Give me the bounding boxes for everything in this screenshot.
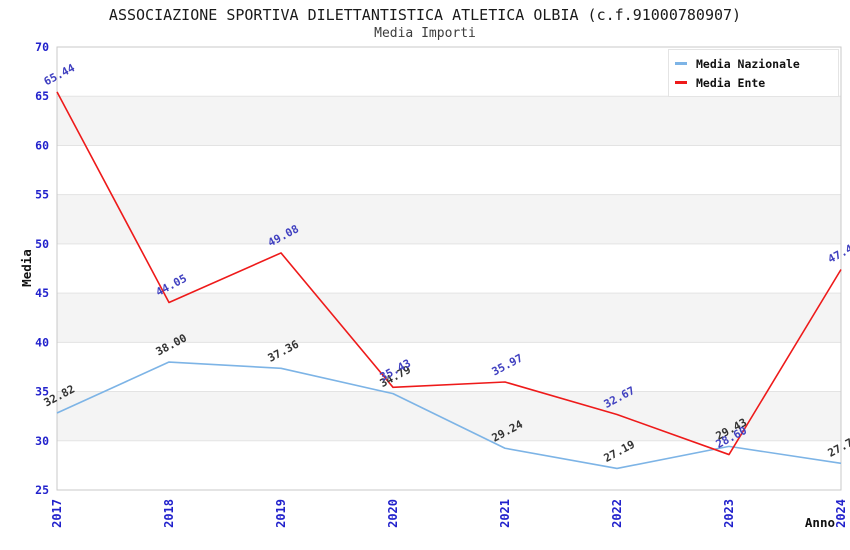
y-tick-label: 65 — [35, 89, 49, 103]
x-tick-label: 2021 — [498, 499, 512, 528]
y-tick-label: 60 — [35, 138, 49, 152]
y-tick-label: 35 — [35, 385, 49, 399]
x-tick-label: 2020 — [386, 499, 400, 528]
plot-band — [57, 391, 841, 441]
media-ente-line-swatch-icon — [675, 81, 687, 84]
y-tick-label: 70 — [35, 40, 49, 54]
y-tick-label: 25 — [35, 483, 49, 497]
chart-subtitle: Media Importi — [374, 26, 476, 41]
legend-item-label: Media Ente — [696, 75, 766, 90]
x-tick-label: 2018 — [162, 499, 176, 528]
y-tick-label: 55 — [35, 188, 49, 202]
y-tick-label: 30 — [35, 434, 49, 448]
x-tick-label: 2023 — [722, 499, 736, 528]
x-axis-label: Anno — [805, 515, 835, 530]
series-line-media-nazionale — [56, 361, 842, 470]
legend-item-label: Media Nazionale — [696, 56, 800, 71]
chart-title: ASSOCIAZIONE SPORTIVA DILETTANTISTICA AT… — [108, 6, 742, 24]
legend-item: Media Nazionale — [669, 57, 838, 71]
y-tick-label: 40 — [35, 335, 49, 349]
x-tick-label: 2022 — [610, 499, 624, 528]
media-nazionale-line-swatch-icon — [675, 62, 687, 65]
data-label: 27.19 — [602, 438, 637, 465]
x-tick-label: 2024 — [834, 499, 848, 528]
series-line-media-ente — [56, 91, 842, 456]
plot-band — [57, 293, 841, 343]
plot-border — [56, 46, 842, 491]
y-tick-label: 50 — [35, 237, 49, 251]
plot-band — [57, 194, 841, 244]
x-tick-label: 2017 — [50, 499, 64, 528]
legend: Media Nazionale Media Ente — [668, 49, 839, 97]
plot-band — [57, 96, 841, 146]
data-label: 65.44 — [42, 61, 78, 88]
y-axis-label: Media — [19, 249, 34, 287]
x-tick-label: 2019 — [274, 499, 288, 528]
y-tick-label: 45 — [35, 286, 49, 300]
legend-item: Media Ente — [669, 76, 838, 90]
data-label: 35.97 — [490, 351, 525, 378]
